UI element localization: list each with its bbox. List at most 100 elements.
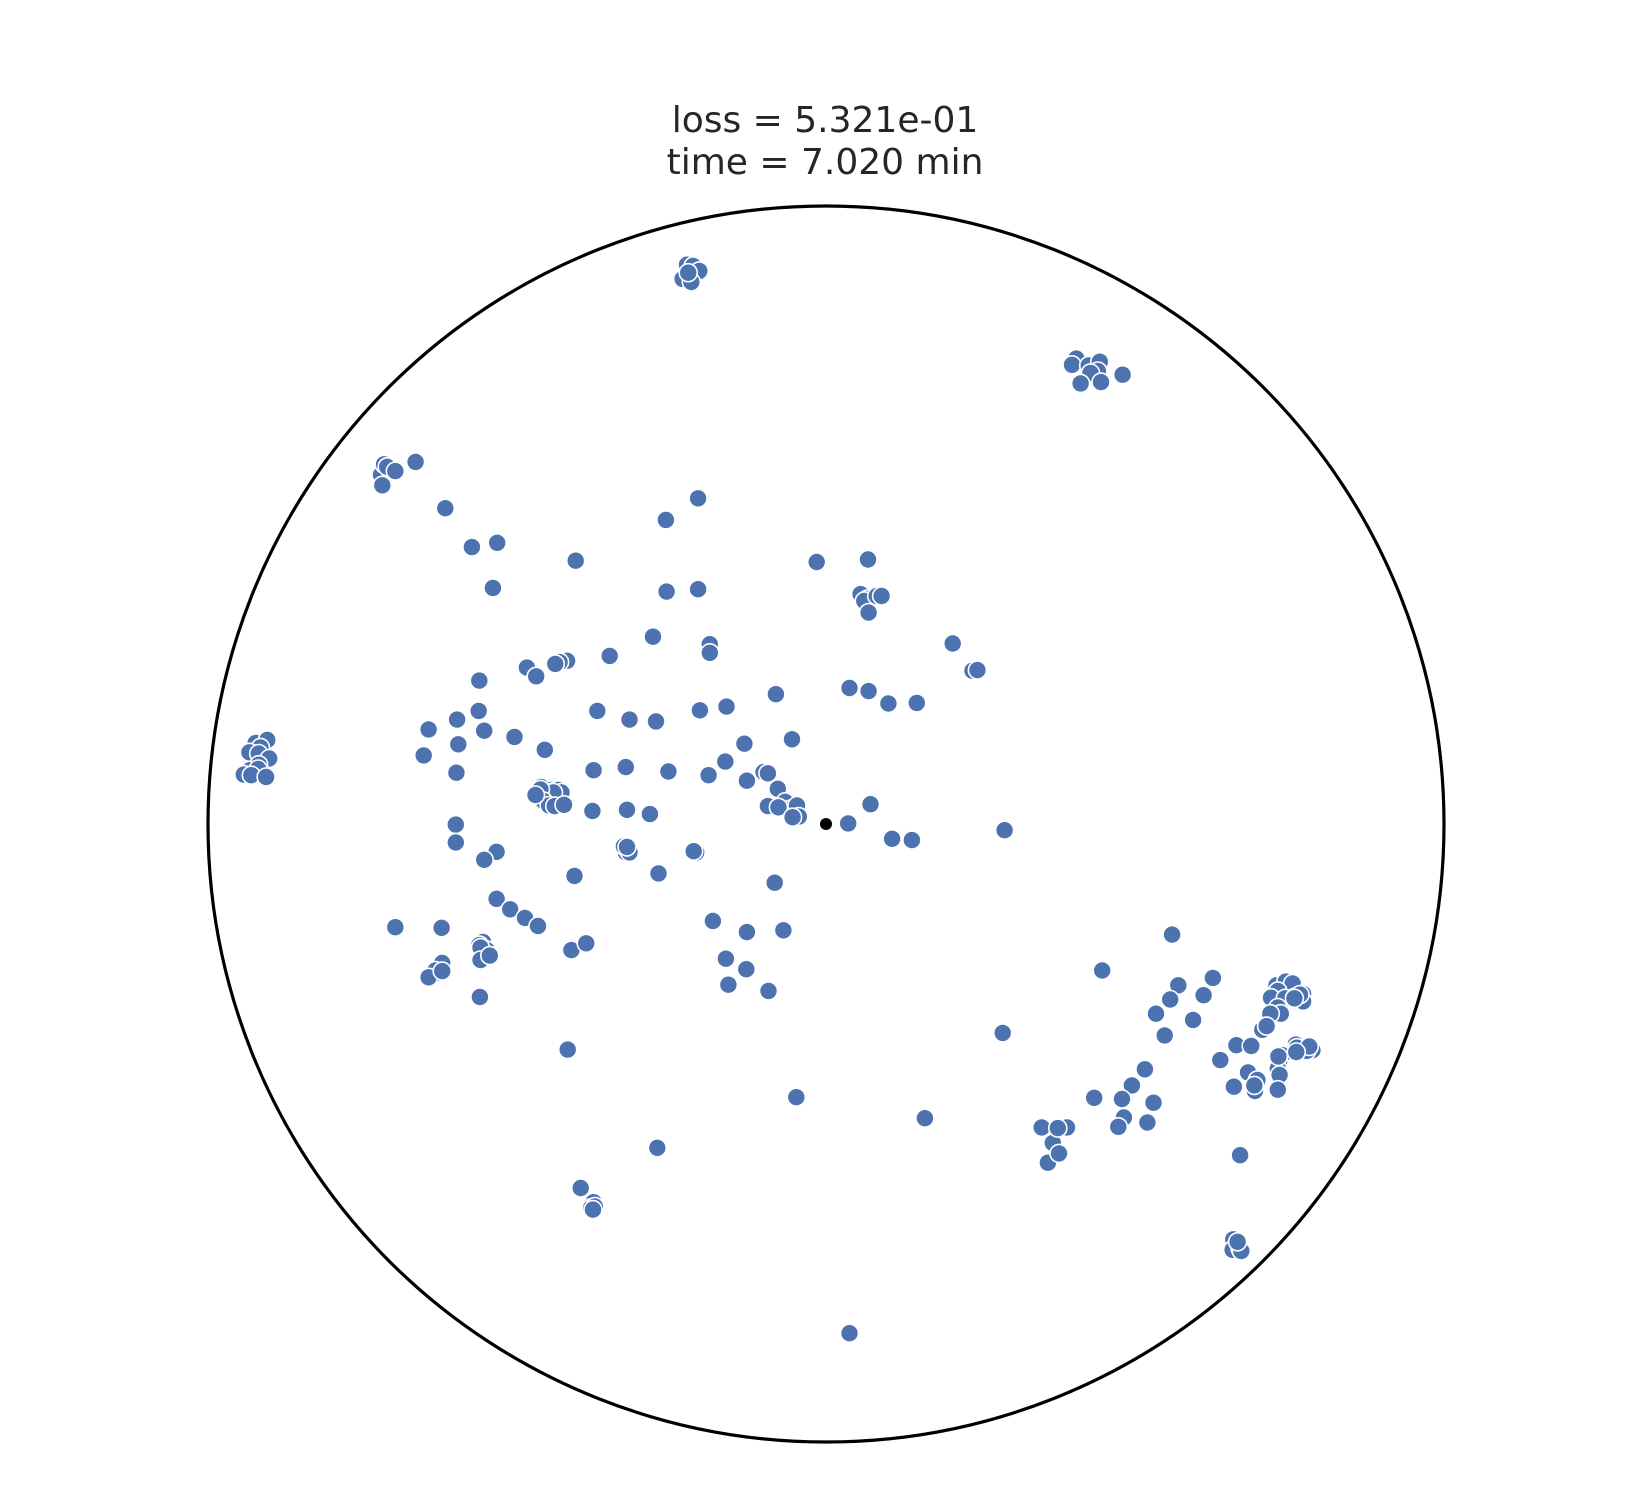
data-point <box>882 828 902 849</box>
data-point <box>1162 924 1182 945</box>
data-point <box>858 602 879 623</box>
data-point <box>766 684 786 705</box>
data-point <box>1227 1232 1248 1252</box>
data-point <box>599 646 620 666</box>
data-point <box>526 666 547 687</box>
data-point <box>1112 1089 1132 1109</box>
data-point <box>1268 1079 1288 1100</box>
data-point <box>942 633 963 654</box>
data-point <box>445 832 466 853</box>
data-point <box>1241 1036 1261 1056</box>
data-point <box>1091 372 1111 392</box>
data-point <box>1135 1059 1155 1080</box>
data-point <box>474 720 495 741</box>
data-point <box>500 899 521 920</box>
data-point <box>839 678 860 698</box>
data-point <box>1160 989 1180 1010</box>
data-point <box>858 681 879 701</box>
data-point <box>858 549 878 570</box>
data-point <box>716 948 736 969</box>
data-point <box>1210 1050 1231 1070</box>
data-point <box>902 830 922 850</box>
data-point <box>688 488 708 509</box>
unit-circle-boundary <box>206 204 1446 1444</box>
data-point <box>967 660 988 680</box>
data-point <box>1183 1010 1203 1030</box>
data-point <box>469 670 490 691</box>
data-point <box>1268 1046 1289 1067</box>
data-point <box>683 841 704 862</box>
data-point <box>447 709 467 730</box>
data-point <box>528 916 548 936</box>
data-point <box>915 1108 935 1128</box>
data-point <box>871 586 892 606</box>
data-point <box>576 933 597 954</box>
data-point <box>448 734 469 755</box>
data-point <box>582 801 603 821</box>
data-point <box>646 711 666 732</box>
data-point <box>737 770 757 791</box>
data-point <box>1146 1003 1166 1024</box>
data-point <box>1112 364 1133 385</box>
data-point <box>1062 354 1082 375</box>
data-point <box>1070 373 1091 394</box>
data-point <box>839 1323 860 1343</box>
data-point <box>431 917 452 938</box>
chart-title-line-1: loss = 5.321e-01 <box>672 100 979 141</box>
data-point <box>773 920 794 941</box>
data-point <box>479 945 500 966</box>
data-point <box>782 729 802 750</box>
data-point <box>583 760 604 781</box>
data-point <box>617 837 637 857</box>
data-point <box>658 761 679 782</box>
data-point <box>372 475 393 496</box>
data-point <box>1048 1118 1068 1138</box>
data-point <box>878 693 899 714</box>
data-point <box>1108 1117 1129 1137</box>
data-point <box>570 1178 591 1198</box>
data-point <box>690 700 710 721</box>
data-point <box>504 727 525 747</box>
data-point <box>703 911 723 931</box>
data-point <box>583 1199 603 1220</box>
data-point <box>1286 1042 1307 1062</box>
data-point <box>468 701 489 721</box>
data-point <box>615 757 636 777</box>
data-point <box>525 785 546 805</box>
data-point <box>647 1138 668 1158</box>
data-point <box>718 974 739 995</box>
data-point <box>1224 1076 1244 1097</box>
data-point <box>715 751 736 772</box>
data-point <box>470 987 490 1007</box>
data-point <box>432 961 453 981</box>
data-point <box>758 763 778 784</box>
data-point <box>1203 968 1223 988</box>
data-point <box>1154 1025 1175 1046</box>
data-point <box>617 799 637 820</box>
data-point <box>1256 1016 1277 1036</box>
data-point <box>643 626 663 647</box>
data-point <box>557 1039 578 1060</box>
data-point <box>734 733 755 754</box>
data-point <box>418 719 439 740</box>
data-point <box>782 807 803 828</box>
data-point <box>758 981 779 1001</box>
data-point <box>483 578 503 598</box>
data-point <box>688 579 708 600</box>
data-point <box>1244 1075 1265 1096</box>
data-point <box>1230 1145 1250 1165</box>
data-point <box>474 849 495 870</box>
data-point <box>554 794 574 815</box>
data-point <box>435 498 456 519</box>
data-point <box>737 922 757 942</box>
data-point <box>806 552 827 572</box>
data-point <box>564 866 585 886</box>
data-point <box>764 872 785 893</box>
data-point <box>786 1087 807 1107</box>
data-point <box>678 262 699 283</box>
data-point <box>838 813 859 834</box>
data-point <box>486 888 507 909</box>
data-point <box>1084 1088 1104 1108</box>
data-point <box>699 642 720 663</box>
